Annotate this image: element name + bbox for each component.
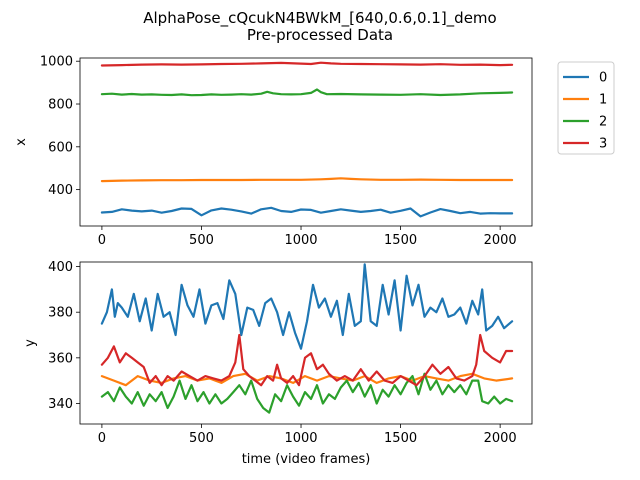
y-tick-label: 340: [48, 397, 73, 412]
panel-y: 0 500 1000 1500 2000 340 360 380 400 y time (vi…: [23, 260, 533, 467]
y-tick-label: 400: [48, 260, 73, 275]
panel-y-y-ticks: 340 360 380 400: [48, 260, 80, 412]
series-line-x-3: [100, 61, 514, 67]
series-line-y-3: [100, 333, 514, 387]
y-tick-label: 400: [48, 183, 73, 198]
legend-box: [557, 61, 615, 155]
panel-x-x-ticks: 0 500 1000 1500 2000: [98, 226, 517, 248]
panel-x-y-ticks: 400 600 800 1000: [40, 55, 80, 198]
legend-label-3: 3: [599, 137, 607, 152]
series-line-y-2: [100, 372, 514, 414]
y-tick-label: 360: [48, 351, 73, 366]
legend-label-2: 2: [599, 115, 607, 130]
panel-y-ylabel: y: [23, 339, 38, 347]
series-line-y-0: [100, 263, 514, 350]
legend-label-0: 0: [599, 71, 607, 86]
series-line-x-0: [100, 206, 514, 218]
y-tick-label: 800: [48, 98, 73, 113]
panel-x-frame: [79, 57, 533, 227]
panel-y-series: [100, 263, 514, 414]
legend-label-1: 1: [599, 93, 607, 108]
legend-items: 0 1 2 3: [563, 71, 607, 152]
chart-title: AlphaPose_cQcukN4BWkM_[640,0.6,0.1]_demo: [143, 9, 496, 28]
panel-x-ylabel: x: [14, 138, 29, 146]
panel-y-frame: [79, 261, 533, 425]
panel-x: 0 500 1000 1500 2000 400 600 800 1000 x: [14, 55, 533, 248]
x-tick-label: 500: [189, 431, 214, 446]
legend: 0 1 2 3: [557, 61, 615, 155]
x-tick-label: 0: [98, 233, 106, 248]
x-tick-label: 1500: [384, 233, 417, 248]
x-tick-label: 2000: [484, 233, 517, 248]
x-tick-label: 1000: [284, 233, 317, 248]
y-tick-label: 600: [48, 140, 73, 155]
x-tick-label: 2000: [484, 431, 517, 446]
series-line-x-2: [100, 88, 514, 97]
x-tick-label: 1500: [384, 431, 417, 446]
panel-x-series: [100, 61, 514, 218]
y-tick-label: 1000: [40, 55, 73, 70]
x-tick-label: 500: [189, 233, 214, 248]
x-tick-label: 1000: [284, 431, 317, 446]
chart-subtitle: Pre-processed Data: [247, 26, 393, 44]
series-line-x-1: [100, 177, 514, 183]
panel-y-x-ticks: 0 500 1000 1500 2000: [98, 424, 517, 446]
x-tick-label: 0: [98, 431, 106, 446]
y-tick-label: 380: [48, 306, 73, 321]
series-line-y-1: [100, 372, 514, 387]
panel-y-xlabel: time (video frames): [242, 452, 371, 467]
